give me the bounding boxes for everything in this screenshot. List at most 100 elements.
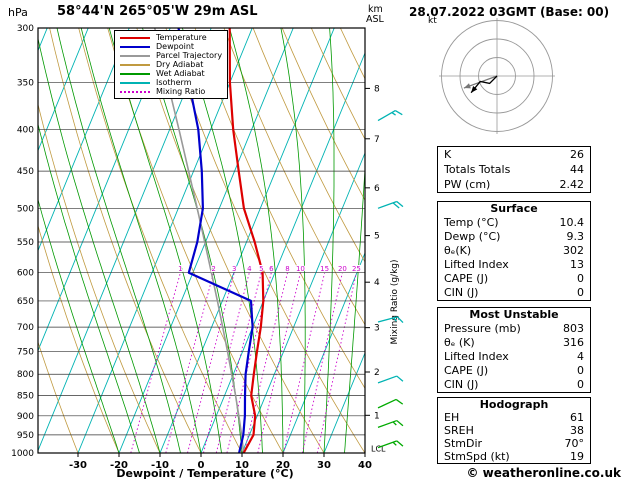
- stat-value: 0: [577, 364, 584, 377]
- isotherm-line: [200, 51, 365, 453]
- stat-label: θₑ(K): [444, 244, 472, 257]
- stat-label: Pressure (mb): [444, 322, 521, 335]
- stat-value: 316: [563, 336, 584, 349]
- pressure-tick-label: 700: [17, 323, 34, 333]
- stat-label: Lifted Index: [444, 258, 509, 271]
- hodograph-panel: Hodograph EH 61 SREH 38 StmDir 70° StmSpd (kt) 1…: [437, 397, 591, 464]
- stat-row: CAPE (J) 0: [438, 364, 590, 378]
- stat-value: 10.4: [559, 216, 585, 229]
- stat-label: PW (cm): [444, 178, 491, 191]
- stat-label: CIN (J): [444, 286, 479, 299]
- legend-swatch: [120, 81, 150, 84]
- copyright-label: © weatheronline.co.uk: [466, 466, 621, 480]
- mixing-ratio-value-label: 3: [232, 265, 236, 273]
- stat-label: Temp (°C): [444, 216, 499, 229]
- temp-tick-label: 0: [198, 460, 205, 471]
- wind-barb: [377, 398, 404, 409]
- stat-value: 13: [570, 258, 584, 271]
- km-tick-label: 2: [374, 368, 380, 378]
- stat-value: 70°: [564, 437, 585, 450]
- stat-label: EH: [444, 411, 460, 424]
- isotherm-line: [159, 28, 335, 453]
- stat-row: θₑ(K) 302: [438, 244, 590, 258]
- wind-barb: [377, 440, 404, 449]
- wind-barb: [377, 375, 404, 384]
- mixing-ratio-line: [316, 272, 357, 453]
- stat-label: StmDir: [444, 437, 483, 450]
- parcel-trajectory-curve: [153, 28, 245, 453]
- panel-title: Surface: [490, 202, 538, 215]
- legend-item: Isotherm: [120, 78, 222, 87]
- stat-label: CAPE (J): [444, 364, 489, 377]
- stat-value: 26: [570, 148, 584, 161]
- isotherm-line: [118, 28, 294, 453]
- pressure-tick-label: 650: [17, 297, 34, 307]
- stat-value: 61: [570, 411, 584, 424]
- temp-tick-label: 30: [317, 460, 331, 471]
- legend-swatch: [120, 90, 150, 93]
- mixing-ratio-value-label: 2: [211, 265, 215, 273]
- temp-tick-label: 20: [276, 460, 290, 471]
- pressure-tick-label: 400: [17, 126, 34, 136]
- stat-label: K: [444, 148, 452, 161]
- temp-tick-label: -20: [110, 460, 128, 471]
- isotherm-line: [282, 251, 365, 453]
- most-unstable-panel: Most Unstable Pressure (mb) 803 θₑ (K) 316 Li…: [437, 307, 591, 393]
- mixing-ratio-value-label: 4: [247, 265, 252, 273]
- stat-value: 2.42: [559, 178, 585, 191]
- km-tick-label: 3: [374, 324, 380, 334]
- wet-adiabat-line: [280, 28, 306, 453]
- legend-label: Mixing Ratio: [156, 87, 206, 96]
- stat-row: Temp (°C) 10.4: [438, 216, 590, 230]
- legend-swatch: [120, 63, 150, 66]
- mixing-ratio-value-label: 20: [338, 265, 347, 273]
- stat-row: SREH 38: [438, 424, 590, 437]
- hodo-range-ring: [478, 57, 516, 95]
- legend-label: Dry Adiabat: [156, 60, 204, 69]
- stat-row: CIN (J) 0: [438, 286, 590, 300]
- stat-row: Totals Totals 44: [438, 162, 590, 177]
- stat-value: 803: [563, 322, 584, 335]
- legend-item: Mixing Ratio: [120, 87, 222, 96]
- datetime-label: 28.07.2022 03GMT (Base: 00): [409, 5, 610, 19]
- stat-value: 302: [563, 244, 584, 257]
- pressure-tick-label: 300: [17, 24, 34, 34]
- km-axis-title: ASL: [366, 14, 385, 25]
- stat-label: Totals Totals: [444, 163, 511, 176]
- isotherm-line: [323, 351, 365, 453]
- hodograph-plot: kt: [428, 16, 555, 134]
- hodo-range-ring: [441, 20, 553, 132]
- stat-value: 0: [577, 286, 584, 299]
- lcl-label: LCL: [371, 445, 386, 454]
- legend-label: Temperature: [156, 33, 207, 42]
- stat-value: 0: [577, 378, 584, 391]
- stat-row: Lifted Index 13: [438, 258, 590, 272]
- pressure-tick-label: 500: [17, 204, 34, 214]
- hodo-range-ring: [459, 38, 535, 114]
- plot-legend: Temperature Dewpoint Parcel Trajectory Dry …: [114, 30, 229, 99]
- stat-label: θₑ (K): [444, 336, 475, 349]
- legend-item: Dewpoint: [120, 42, 222, 51]
- legend-item: Parcel Trajectory: [120, 51, 222, 60]
- legend-swatch: [120, 36, 150, 39]
- mixing-ratio-value-label: 8: [285, 265, 289, 273]
- surface-panel: Surface Temp (°C) 10.4 Dewp (°C) 9.3 θₑ(K) 302…: [437, 201, 591, 301]
- km-tick-label: 7: [374, 135, 380, 145]
- km-tick-label: 5: [374, 232, 380, 242]
- stat-row: StmDir 70°: [438, 437, 590, 450]
- wind-barb: [377, 110, 403, 122]
- temp-tick-label: 40: [358, 460, 372, 471]
- pressure-tick-label: 550: [17, 238, 34, 248]
- stat-row: CIN (J) 0: [438, 378, 590, 392]
- mixing-ratio-line: [130, 272, 181, 453]
- legend-item: Wet Adiabat: [120, 69, 222, 78]
- stat-row: Dewp (°C) 9.3: [438, 230, 590, 244]
- dry-adiabat-line: [281, 28, 365, 202]
- indices-panel: K 26 Totals Totals 44 PW (cm) 2.42: [437, 146, 591, 193]
- station-title: 58°44'N 265°05'W 29m ASL: [57, 4, 258, 19]
- pressure-tick-label: 750: [17, 347, 34, 357]
- mixing-ratio-value-label: 10: [296, 265, 305, 273]
- stat-value: 44: [570, 163, 584, 176]
- temperature-curve: [228, 28, 265, 453]
